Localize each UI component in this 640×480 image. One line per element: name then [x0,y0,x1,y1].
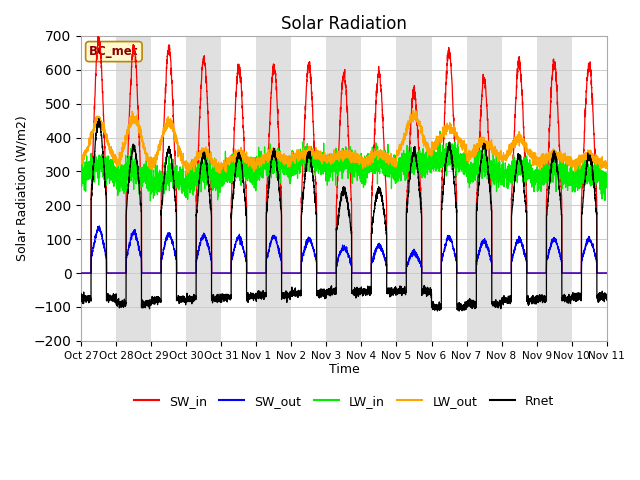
Bar [116,36,151,341]
Bar [536,36,572,341]
Text: BC_met: BC_met [89,45,138,58]
Bar [467,36,502,341]
Y-axis label: Solar Radiation (W/m2): Solar Radiation (W/m2) [15,116,28,261]
Bar [186,36,221,341]
Bar [326,36,362,341]
Bar [257,36,291,341]
X-axis label: Time: Time [328,363,359,376]
Title: Solar Radiation: Solar Radiation [281,15,407,33]
Legend: SW_in, SW_out, LW_in, LW_out, Rnet: SW_in, SW_out, LW_in, LW_out, Rnet [129,390,559,413]
Bar [397,36,431,341]
